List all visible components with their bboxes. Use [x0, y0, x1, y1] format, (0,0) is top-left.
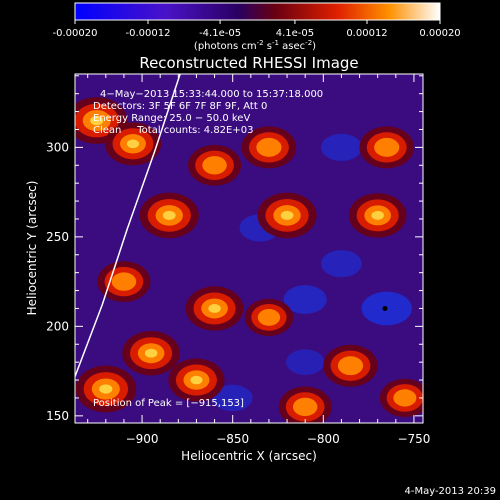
colorbar-tick-label-5: 0.00020	[419, 28, 460, 39]
hot-region-13	[359, 126, 415, 169]
hot-region-10-core	[190, 375, 203, 385]
hot-region-14	[323, 344, 378, 387]
y-tick-label-3: 300	[46, 140, 69, 154]
x-axis-label: Heliocentric X (arcsec)	[181, 449, 317, 463]
cold-region-4	[321, 250, 362, 278]
colorbar-tick-label-1: -0.00012	[126, 28, 171, 39]
hot-region-4-inner	[256, 137, 282, 157]
y-tick-label-2: 250	[46, 230, 69, 244]
annotation-detectors: Detectors: 3F 5F 6F 7F 8F 9F, Att 0	[93, 101, 267, 112]
hot-region-15	[379, 378, 423, 418]
dark-dot-marker	[382, 305, 388, 311]
hot-region-12-core	[371, 210, 384, 220]
hot-region-5-core	[280, 210, 294, 220]
hot-region-8-core	[144, 348, 158, 358]
x-tick-label-3: −750	[397, 432, 430, 446]
hot-region-10	[168, 358, 225, 402]
hot-region-6-core	[208, 304, 221, 313]
hot-region-7-inner	[111, 272, 137, 291]
y-axis-label: Heliocentric Y (arcsec)	[25, 181, 39, 316]
annotation-time-range: 4−May−2013 15:33:44.000 to 15:37:18.000	[100, 89, 323, 100]
annotation-energy-range: Energy Range: 25.0 − 50.0 keV	[93, 113, 250, 124]
x-tick-label-0: −900	[126, 432, 159, 446]
plot-frame	[74, 73, 424, 424]
hot-region-1-core	[162, 210, 176, 220]
colorbar-tick-label-3: 4.1e-05	[276, 28, 314, 39]
cold-region-3	[321, 133, 362, 161]
cold-region-6	[285, 349, 325, 375]
hot-region-2	[104, 122, 162, 166]
heatmap-image	[75, 74, 423, 423]
cold-regions	[212, 133, 412, 412]
annotation-total-counts: Clean Total counts: 4.82E+03	[93, 125, 253, 136]
hot-region-0	[75, 97, 128, 144]
hot-region-13-inner	[374, 137, 400, 157]
cold-region-1	[283, 285, 327, 314]
hot-region-14-inner	[337, 356, 364, 376]
hot-region-11	[278, 386, 332, 423]
chart-title: Reconstructed RHESSI Image	[139, 54, 358, 72]
hot-region-16-inner	[257, 309, 281, 326]
hot-region-3	[188, 144, 242, 186]
hot-region-4	[241, 126, 297, 169]
x-tick-label-2: −800	[307, 432, 340, 446]
footer-timestamp: 4-May-2013 20:39	[404, 486, 496, 497]
colorbar-tick-label-0: -0.00020	[53, 28, 98, 39]
hot-region-11-inner	[292, 397, 318, 417]
colorbar-tick-label-4: 0.00012	[346, 28, 387, 39]
hot-region-9	[75, 365, 137, 413]
hot-region-8	[122, 331, 180, 376]
hot-region-7	[97, 261, 151, 303]
hot-region-3-inner	[202, 156, 227, 175]
y-tick-label-0: 150	[46, 409, 69, 423]
x-tick-label-1: −850	[216, 432, 249, 446]
hot-region-1	[139, 192, 199, 239]
peak-position-label: Position of Peak = [−915,153]	[93, 398, 244, 409]
hot-region-9-core	[99, 384, 113, 394]
colorbar	[74, 2, 441, 21]
colorbar-ticks: -0.00020 -0.00012 -4.1e-05 4.1e-05 0.00012 0.…	[53, 20, 461, 39]
hot-region-5	[257, 192, 317, 239]
hot-region-2-core	[126, 139, 140, 149]
solar-limb-curve	[75, 74, 181, 377]
hot-regions	[75, 97, 423, 423]
colorbar-tick-label-2: -4.1e-05	[199, 28, 241, 39]
y-tick-label-1: 200	[46, 319, 69, 333]
cold-region-5	[212, 384, 253, 412]
hot-region-12	[348, 193, 407, 238]
hot-region-0-core	[90, 115, 104, 126]
colorbar-unit-label: (photons cm-2 s-1 asec-2)	[194, 39, 316, 52]
annotation-block: 4−May−2013 15:33:44.000 to 15:37:18.000 …	[93, 89, 323, 136]
hot-region-16	[244, 298, 294, 337]
hot-region-15-inner	[393, 389, 417, 407]
axis-ticks: −900 −850 −800 −750 150 200 250 300	[46, 74, 430, 446]
hot-region-6	[185, 286, 244, 331]
